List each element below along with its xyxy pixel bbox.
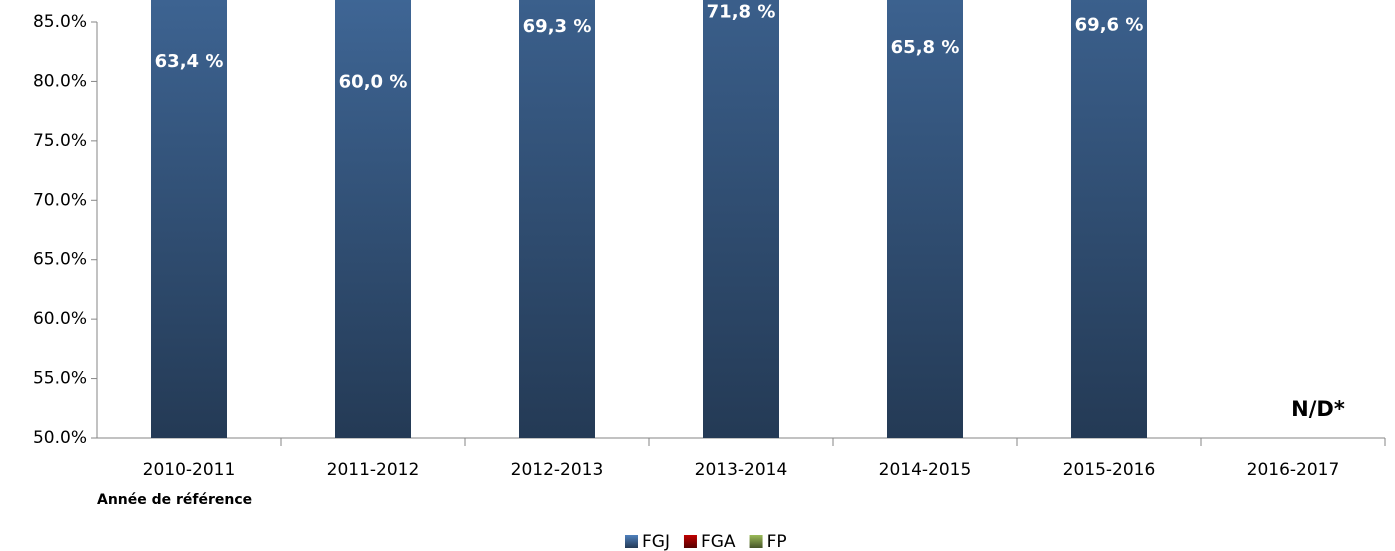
value-label: 63,4 % — [155, 51, 224, 72]
value-label: 69,3 % — [523, 16, 592, 37]
annotation: N/D* — [1291, 397, 1345, 421]
legend-swatch — [625, 535, 638, 548]
legend-label: FGJ — [642, 532, 670, 551]
x-axis-label: Année de référence — [97, 492, 252, 508]
bar-segment — [703, 0, 779, 438]
y-tick-label: 85.0% — [33, 12, 87, 32]
legend-swatch — [749, 535, 763, 548]
bar-segment — [519, 0, 595, 438]
value-label: 65,8 % — [891, 37, 960, 58]
bar-segment — [1071, 0, 1147, 438]
x-tick-label: 2014-2015 — [879, 460, 972, 480]
x-tick-label: 2011-2012 — [327, 460, 420, 480]
value-label: 69,6 % — [1075, 14, 1144, 35]
y-tick-label: 75.0% — [33, 131, 87, 151]
bar-segment — [151, 0, 227, 438]
x-tick-label: 2015-2016 — [1063, 460, 1156, 480]
y-tick-label: 60.0% — [33, 309, 87, 329]
x-tick-label: 2010-2011 — [143, 460, 236, 480]
y-tick-label: 80.0% — [33, 71, 87, 91]
y-tick-label: 70.0% — [33, 190, 87, 210]
value-label: 71,8 % — [707, 1, 776, 22]
y-tick-label: 55.0% — [33, 369, 87, 389]
y-tick-label: 65.0% — [33, 250, 87, 270]
x-tick-label: 2012-2013 — [511, 460, 604, 480]
x-tick-label: 2016-2017 — [1247, 460, 1340, 480]
bar-segment — [335, 0, 411, 439]
legend-label: FGA — [701, 532, 736, 551]
value-label: 60,0 % — [339, 71, 408, 92]
x-tick-label: 2013-2014 — [695, 460, 788, 480]
bar-segment — [887, 0, 963, 439]
y-tick-label: 50.0% — [33, 428, 87, 448]
legend-swatch — [683, 535, 697, 548]
legend-label: FP — [767, 532, 787, 551]
